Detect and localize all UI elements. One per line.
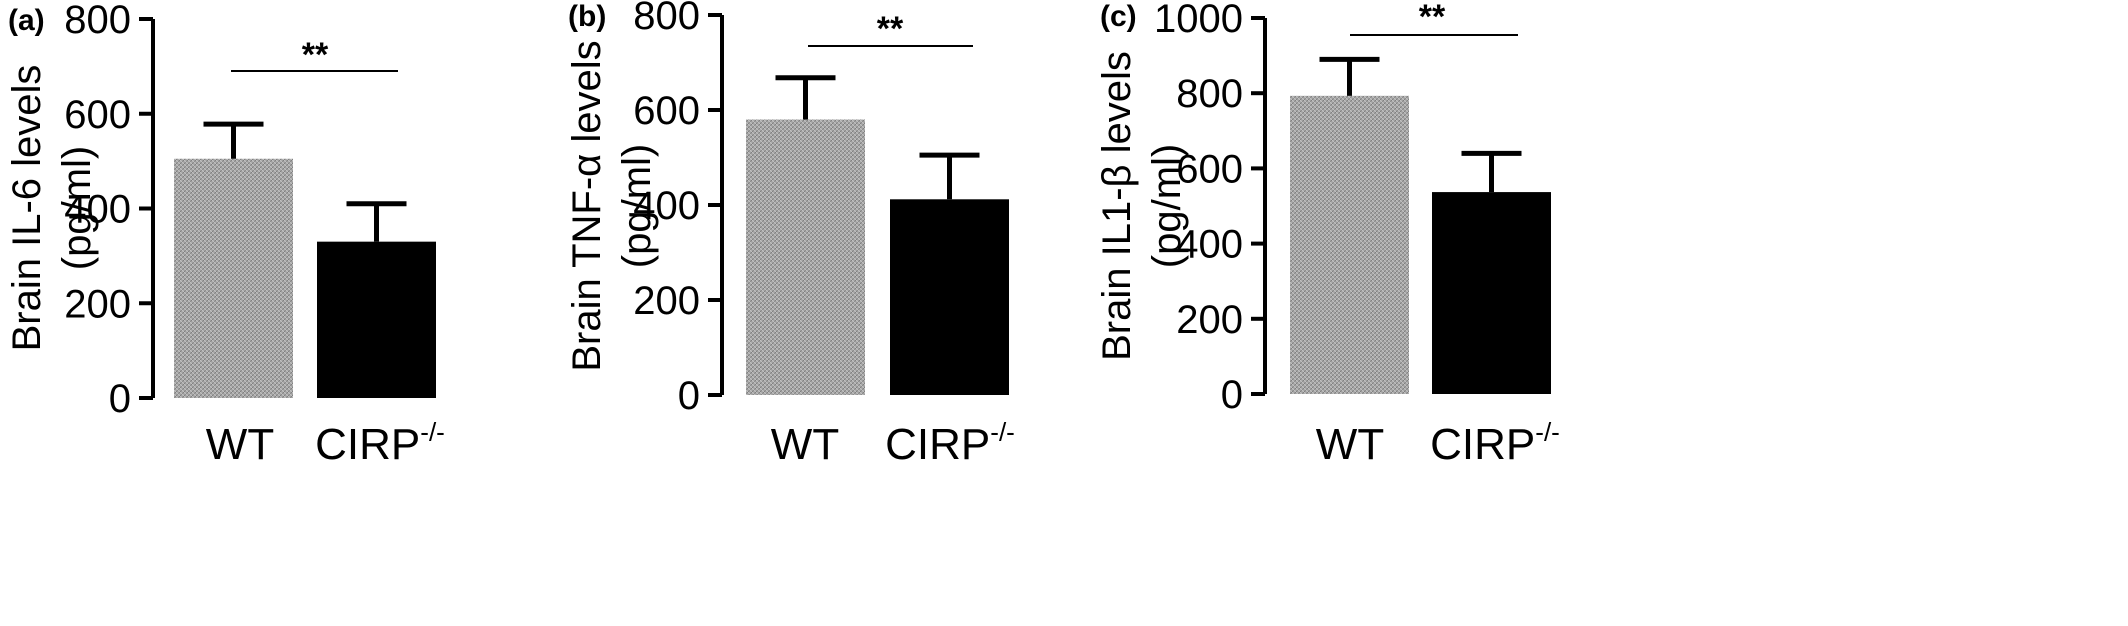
chart-marks: 0 200 400 600 800 1000: [1154, 0, 1551, 417]
panel-b: (b) Brain TNF-α levels (pg/ml) ** 0 200 40…: [565, 0, 1015, 469]
y-tick-label: 200: [64, 282, 131, 326]
category-label-wt: WT: [206, 420, 274, 469]
panel-label: (b): [568, 0, 606, 33]
bar-cirp: [890, 199, 1009, 395]
error-bar: [775, 75, 836, 120]
panel-label: (a): [8, 4, 45, 37]
y-tick-label: 200: [1176, 298, 1243, 342]
y-tick-label: 400: [633, 184, 700, 228]
category-label-wt: WT: [1316, 420, 1384, 469]
category-label-cirp: CIRP-/-: [315, 417, 445, 469]
error-bar: [1319, 56, 1380, 96]
bar-cirp: [317, 241, 436, 398]
y-tick-label: 800: [1176, 72, 1243, 116]
y-tick-label: 600: [64, 93, 131, 137]
bar-cirp: [1432, 192, 1551, 394]
y-axis-title: Brain IL-6 levels (pg/ml): [5, 65, 99, 352]
category-label-cirp: CIRP-/-: [885, 417, 1015, 469]
y-tick-label: 400: [64, 188, 131, 232]
panel-c: (c) Brain IL1-β levels (pg/ml) ** 0 200 40…: [1095, 0, 1560, 469]
error-bar: [346, 201, 407, 242]
y-tick-label: 600: [633, 89, 700, 133]
y-axis-title-line2: (pg/ml): [1145, 144, 1189, 268]
y-tick-label: 800: [633, 0, 700, 38]
error-bar: [203, 121, 264, 159]
y-tick-label: 0: [109, 377, 131, 421]
y-tick-label: 0: [1221, 373, 1243, 417]
y-axis-title: Brain IL1-β levels (pg/ml): [1095, 51, 1189, 361]
y-tick-label: 200: [633, 279, 700, 323]
panel-label: (c): [1100, 0, 1137, 33]
bar-wt: [174, 158, 293, 398]
y-tick-label: 600: [1176, 147, 1243, 191]
bar-wt: [1290, 95, 1409, 394]
y-tick-label: 800: [64, 0, 131, 42]
significance-label: **: [1419, 0, 1446, 36]
y-axis-title-line1: Brain TNF-α levels: [565, 40, 609, 371]
significance-label: **: [302, 36, 329, 74]
error-bar: [919, 152, 980, 200]
y-axis-title-line2: (pg/ml): [615, 144, 659, 268]
y-tick-label: 0: [678, 374, 700, 418]
y-axis-title-line1: Brain IL-6 levels: [5, 65, 49, 352]
y-tick-label: 1000: [1154, 0, 1243, 41]
panel-a: (a) Brain IL-6 levels (pg/ml) ** 0 200 400…: [5, 0, 445, 469]
y-tick-label: 400: [1176, 223, 1243, 267]
category-label-wt: WT: [771, 420, 839, 469]
bar-wt: [746, 119, 865, 395]
chart-marks: 0 200 400 600 800: [64, 0, 436, 421]
chart-marks: 0 200 400 600 800: [633, 0, 1009, 418]
error-bar: [1461, 150, 1522, 193]
significance-label: **: [877, 10, 904, 48]
y-axis-title-line2: (pg/ml): [55, 146, 99, 270]
y-axis-title: Brain TNF-α levels (pg/ml): [565, 40, 659, 371]
y-axis-title-line1: Brain IL1-β levels: [1095, 51, 1139, 361]
category-label-cirp: CIRP-/-: [1430, 417, 1560, 469]
